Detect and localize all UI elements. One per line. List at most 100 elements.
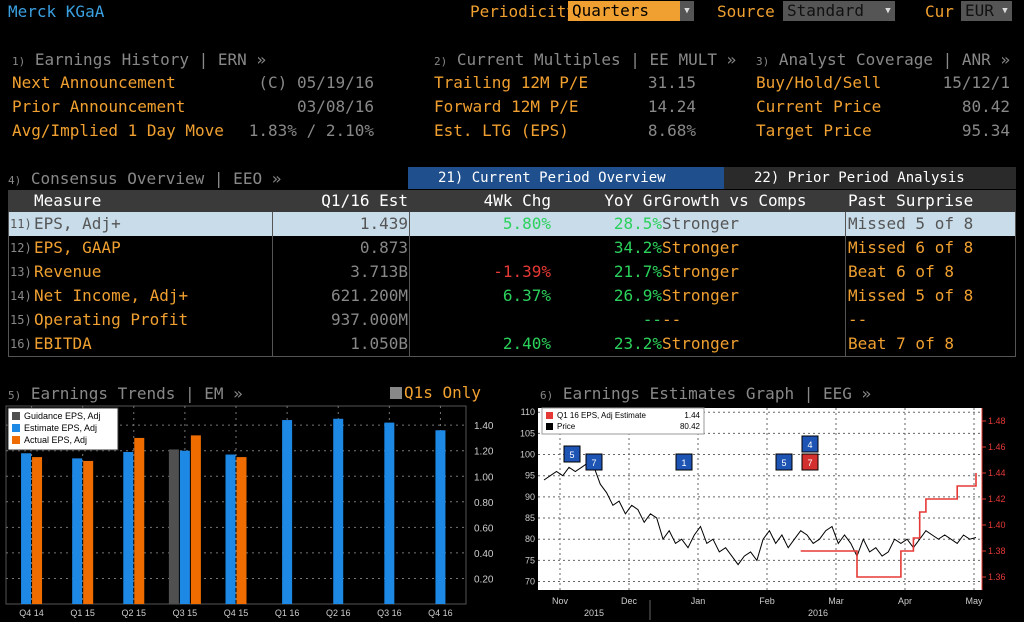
guidance-bar xyxy=(168,449,179,604)
x-tick-label: Q3 16 xyxy=(377,608,402,618)
periodicity-label: Periodicity xyxy=(470,2,576,21)
estimate-bar xyxy=(225,454,236,604)
event-marker xyxy=(675,453,693,471)
currency-dropdown[interactable]: EUR ▼ xyxy=(961,1,1012,21)
x-tick-label: Apr xyxy=(898,596,912,606)
chg-value: 2.40% xyxy=(502,334,551,353)
col-4wk-chg[interactable]: 4Wk Chg xyxy=(483,191,551,210)
earnings-trends-link[interactable]: 5) Earnings Trends | EM » xyxy=(8,384,243,403)
chg-value: 5.80% xyxy=(502,214,551,233)
surprise-value: Missed 5 of 8 xyxy=(848,214,974,233)
table-row[interactable]: 12) EPS, GAAP 0.873 34.2% Stronger Missed 6 o… xyxy=(8,236,1016,260)
legend-swatch xyxy=(12,424,20,432)
price-line xyxy=(543,462,977,566)
prior-announcement-label: Prior Announcement xyxy=(12,97,186,116)
table-header: Measure Q1/16 Est 4Wk Chg YoY Gr Growth … xyxy=(8,190,1016,212)
y2-tick-label: 1.38 xyxy=(988,546,1006,556)
table-row[interactable]: 14) Net Income, Adj+ 621.200M 6.37% 26.9% Str… xyxy=(8,284,1016,308)
panel-number: 1) xyxy=(12,55,26,68)
surprise-value: Missed 5 of 8 xyxy=(848,286,974,305)
measure-name: EPS, Adj+ xyxy=(34,214,121,233)
panel-title: Earnings Trends | EM » xyxy=(30,384,243,403)
event-marker xyxy=(775,453,793,471)
est-ltg-label: Est. LTG (EPS) xyxy=(434,121,569,140)
legend-label: Price xyxy=(557,422,576,431)
legend-swatch xyxy=(546,423,553,430)
col-growth[interactable]: Growth vs Comps xyxy=(662,191,807,210)
estimate-bar xyxy=(333,418,344,604)
panel-title: Current Multiples | EE MULT » xyxy=(456,50,737,69)
cur-label: Cur xyxy=(925,2,954,21)
forward-pe-value: 14.24 xyxy=(647,97,696,116)
event-marker xyxy=(585,453,603,471)
growth-value: Stronger xyxy=(662,238,740,257)
row-number: 12) xyxy=(10,241,32,255)
current-price-label: Current Price xyxy=(756,97,882,116)
row-number: 11) xyxy=(10,217,32,231)
measure-name: EBITDA xyxy=(34,334,92,353)
y-tick-label: 100 xyxy=(520,450,535,460)
x-tick-label: Jan xyxy=(691,596,706,606)
growth-value: Stronger xyxy=(662,334,740,353)
company-title: Merck KGaA xyxy=(8,2,105,21)
legend-swatch xyxy=(12,412,20,420)
avg-move-value: 1.83% / 2.10% xyxy=(248,121,374,140)
tab-prior-period[interactable]: 22) Prior Period Analysis (Q4/15) xyxy=(724,167,1016,208)
y-tick-label: 90 xyxy=(525,492,535,502)
current-multiples-link[interactable]: 2) Current Multiples | EE MULT » xyxy=(434,50,736,69)
event-marker xyxy=(801,453,819,471)
est-ltg-value: 8.68% xyxy=(647,121,696,140)
event-marker xyxy=(801,435,819,453)
tab-current-period[interactable]: 21) Current Period Overview (Q1/16) xyxy=(408,167,724,208)
table-row[interactable]: 13) Revenue 3.713B -1.39% 21.7% Stronger Beat … xyxy=(8,260,1016,284)
periodicity-dropdown[interactable]: Quarters ▼ xyxy=(568,1,694,21)
estimate-bar xyxy=(435,430,446,604)
legend-swatch xyxy=(12,436,20,444)
y-tick-label: 105 xyxy=(520,428,535,438)
row-number: 14) xyxy=(10,289,32,303)
y2-tick-label: 1.44 xyxy=(988,468,1006,478)
source-dropdown[interactable]: Standard ▼ xyxy=(783,1,895,21)
measure-name: Net Income, Adj+ xyxy=(34,286,189,305)
next-announcement-value: (C) 05/19/16 xyxy=(258,73,374,92)
measure-name: Operating Profit xyxy=(34,310,189,329)
col-est[interactable]: Q1/16 Est xyxy=(321,191,408,210)
earnings-graph-link[interactable]: 6) Earnings Estimates Graph | EEG » xyxy=(540,384,871,403)
legend-swatch xyxy=(546,412,553,419)
x-tick-label: May xyxy=(965,596,983,606)
legend-label: Guidance EPS, Adj xyxy=(24,411,101,421)
consensus-table: Measure Q1/16 Est 4Wk Chg YoY Gr Growth … xyxy=(8,190,1016,357)
analyst-coverage-link[interactable]: 3) Analyst Coverage | ANR » xyxy=(756,50,1010,69)
y2-tick-label: 1.42 xyxy=(988,494,1006,504)
consensus-overview-link[interactable]: 4) Consensus Overview | EEO » xyxy=(8,169,281,188)
x-tick-label: Q1 15 xyxy=(70,608,95,618)
surprise-value: Missed 6 of 8 xyxy=(848,238,974,257)
table-row[interactable]: 11) EPS, Adj+ 1.439 5.80% 28.5% Stronger Misse… xyxy=(8,212,1016,236)
panel-number: 5) xyxy=(8,389,22,402)
checkbox-icon xyxy=(390,387,402,399)
avg-move-label: Avg/Implied 1 Day Move xyxy=(12,121,224,140)
growth-value: Stronger xyxy=(662,262,740,281)
col-surprise[interactable]: Past Surprise xyxy=(848,191,974,210)
y-tick-label: 1.00 xyxy=(474,472,494,483)
buy-hold-sell-value: 15/12/1 xyxy=(942,73,1010,92)
yoy-value: 26.9% xyxy=(613,286,662,305)
col-yoy-gr[interactable]: YoY Gr xyxy=(604,191,662,210)
x-tick-label: Q3 15 xyxy=(173,608,198,618)
col-measure[interactable]: Measure xyxy=(34,191,102,210)
x-tick-label: Feb xyxy=(759,596,775,606)
table-row[interactable]: 15) Operating Profit 937.000M -- -- -- xyxy=(8,308,1016,332)
estimate-bar xyxy=(179,450,190,604)
row-number: 13) xyxy=(10,265,32,279)
y-tick-label: 0.40 xyxy=(474,549,494,560)
table-row[interactable]: 16) EBITDA 1.050B 2.40% 23.2% Stronger Beat 7 … xyxy=(8,332,1016,356)
q1s-only-toggle[interactable]: Q1s Only xyxy=(390,383,481,402)
x-tick-label: Q4 15 xyxy=(224,608,249,618)
q1s-only-label: Q1s Only xyxy=(404,383,482,402)
event-marker-label: 7 xyxy=(591,458,596,468)
chevron-down-icon: ▼ xyxy=(881,1,895,21)
earnings-history-link[interactable]: 1) Earnings History | ERN » xyxy=(12,50,266,69)
yoy-value: 23.2% xyxy=(613,334,662,353)
row-number: 15) xyxy=(10,313,32,327)
est-value: 0.873 xyxy=(359,238,408,257)
